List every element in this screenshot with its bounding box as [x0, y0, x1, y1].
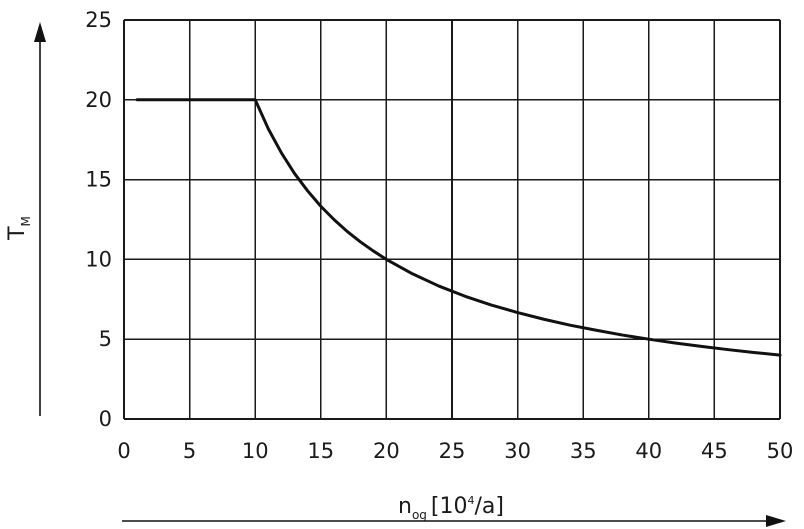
- y-tick-label-15: 15: [85, 168, 112, 192]
- y-tick-label-5: 5: [99, 327, 112, 351]
- x-tick-label-10: 10: [242, 439, 269, 463]
- x-axis-title-main: n: [398, 494, 412, 519]
- y-axis-arrow: [34, 22, 46, 416]
- y-axis-title-sub: M: [19, 216, 33, 226]
- y-tick-label-0: 0: [99, 407, 112, 431]
- series-line-0: [135, 98, 782, 357]
- x-tick-label-30: 30: [504, 439, 531, 463]
- x-tick-label-25: 25: [439, 439, 466, 463]
- x-tick-label-0: 0: [117, 439, 130, 463]
- x-tick-label-5: 5: [183, 439, 196, 463]
- y-tick-label-25: 25: [85, 8, 112, 32]
- x-tick-label-20: 20: [373, 439, 400, 463]
- grid: [123, 19, 781, 420]
- x-axis-arrow: [122, 515, 786, 527]
- x-axis-title-unit-sup: 4: [468, 494, 475, 507]
- y-axis-title: TM: [5, 216, 33, 241]
- x-tick-label-40: 40: [635, 439, 662, 463]
- y-axis-title-main: T: [5, 226, 30, 241]
- y-tick-label-10: 10: [85, 247, 112, 271]
- x-tick-label-35: 35: [570, 439, 597, 463]
- x-tick-label-50: 50: [767, 439, 794, 463]
- series-layer: [135, 98, 782, 357]
- x-tick-label-45: 45: [701, 439, 728, 463]
- y-tick-label-20: 20: [85, 88, 112, 112]
- x-axis-title-unit-prefix: [10: [431, 494, 468, 519]
- x-axis-title: nog [104/a]: [398, 494, 504, 522]
- x-axis-title-sub: og: [412, 508, 427, 522]
- x-axis-title-unit-suffix: /a]: [475, 494, 504, 519]
- x-tick-label-15: 15: [307, 439, 334, 463]
- tick-labels: 0 5 10 15 20 25 30 35 40 45 50 0 5 10 15 20 25: [85, 8, 793, 463]
